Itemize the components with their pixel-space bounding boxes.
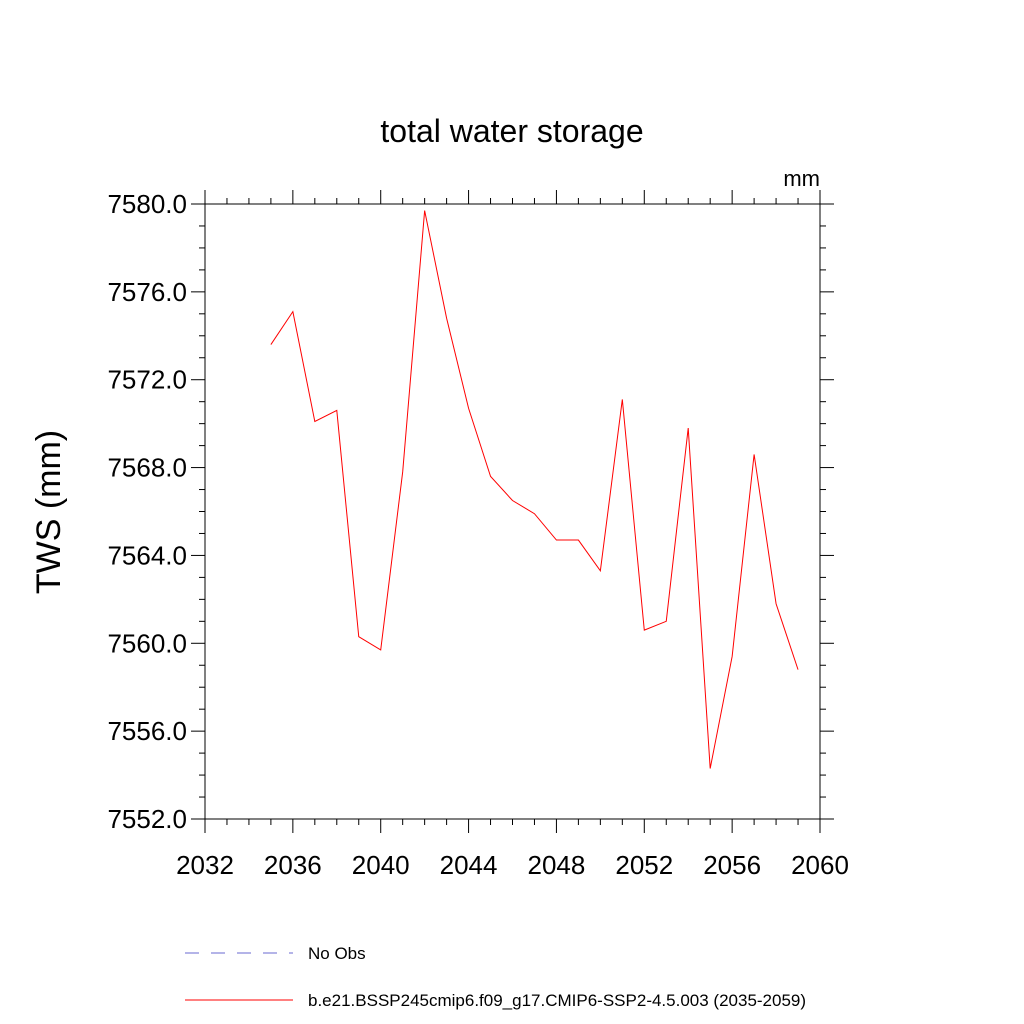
x-tick-label: 2040 bbox=[352, 850, 410, 880]
legend: No Obs b.e21.BSSP245cmip6.f09_g17.CMIP6-S… bbox=[185, 944, 806, 1010]
y-tick-label: 7552.0 bbox=[107, 804, 187, 834]
y-tick-label: 7572.0 bbox=[107, 365, 187, 395]
x-tick-label: 2032 bbox=[176, 850, 234, 880]
legend-label: No Obs bbox=[308, 944, 366, 963]
x-tick-label: 2036 bbox=[264, 850, 322, 880]
y-tick-label: 7556.0 bbox=[107, 716, 187, 746]
x-tick-label: 2044 bbox=[440, 850, 498, 880]
y-axis-label: TWS (mm) bbox=[30, 430, 68, 594]
y-tick-label: 7580.0 bbox=[107, 189, 187, 219]
x-tick-label: 2056 bbox=[703, 850, 761, 880]
y-tick-label: 7568.0 bbox=[107, 453, 187, 483]
chart-title: total water storage bbox=[380, 113, 643, 149]
y-tick-label: 7576.0 bbox=[107, 277, 187, 307]
y-tick-label: 7564.0 bbox=[107, 540, 187, 570]
y-tick-label: 7560.0 bbox=[107, 628, 187, 658]
x-tick-label: 2060 bbox=[791, 850, 849, 880]
x-tick-label: 2052 bbox=[615, 850, 673, 880]
series-line bbox=[270, 210, 799, 769]
plot-frame bbox=[204, 203, 821, 820]
axes: 2032 2036 2040 2044 2048 2052 2056 2060 7552.0 75… bbox=[107, 189, 848, 880]
units-label: mm bbox=[783, 166, 820, 191]
legend-label: b.e21.BSSP245cmip6.f09_g17.CMIP6-SSP2-4.… bbox=[308, 991, 806, 1010]
data-series bbox=[270, 210, 799, 769]
x-tick-label: 2048 bbox=[528, 850, 586, 880]
